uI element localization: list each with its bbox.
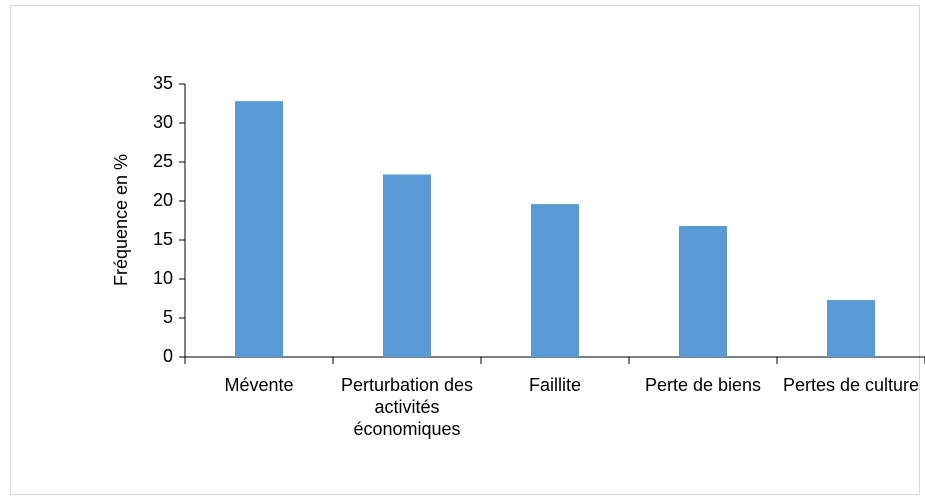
bar (827, 300, 875, 357)
y-tick-label: 15 (153, 229, 173, 249)
y-tick-label: 35 (153, 73, 173, 93)
y-tick-label: 10 (153, 268, 173, 288)
bar (531, 204, 579, 357)
y-tick-label: 30 (153, 112, 173, 132)
y-axis-label: Fréquence en % (111, 154, 131, 286)
y-tick-label: 0 (163, 346, 173, 366)
bar (235, 101, 283, 357)
chart-border (10, 5, 920, 495)
y-tick-label: 20 (153, 190, 173, 210)
y-tick-label: 5 (163, 307, 173, 327)
x-tick-label: Perte de biens (644, 375, 762, 395)
x-tick-label: Mévente (224, 375, 294, 395)
bar (383, 174, 431, 357)
x-tick-label: Pertes de culture (782, 375, 920, 395)
bar (679, 225, 727, 357)
x-tick-label: Perturbation des activités économiques (340, 375, 474, 439)
y-tick-label: 25 (153, 151, 173, 171)
x-tick-label: Faillite (528, 375, 581, 395)
